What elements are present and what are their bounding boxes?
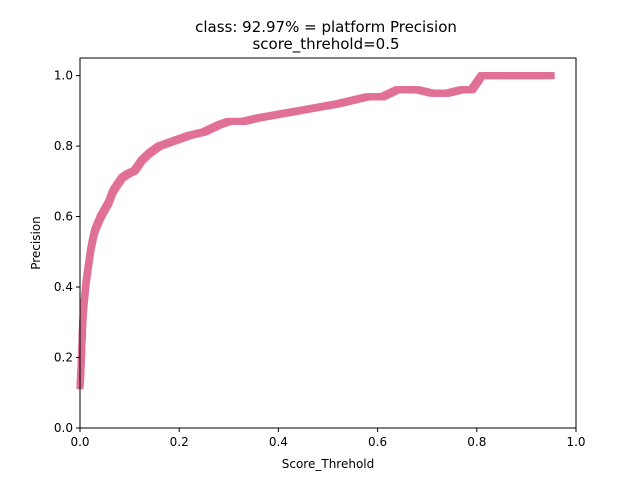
x-tick-label: 0.8 — [467, 435, 486, 449]
data-points — [76, 72, 555, 390]
y-tick-label: 1.0 — [54, 69, 73, 83]
y-tick-label: 0.2 — [54, 351, 73, 365]
plot-frame — [79, 57, 577, 429]
x-axis-ticks: 0.0 0.2 0.4 0.6 0.8 1.0 — [70, 428, 586, 449]
chart-title: class: 92.97% = platform Precision — [195, 18, 457, 36]
x-tick-label: 0.4 — [269, 435, 288, 449]
y-tick-label: 0.8 — [54, 139, 73, 153]
x-axis-label: Score_Threhold — [282, 457, 375, 471]
data-point — [547, 72, 555, 80]
x-tick-label: 0.6 — [368, 435, 387, 449]
y-tick-label: 0.6 — [54, 210, 73, 224]
y-axis-ticks: 0.0 0.2 0.4 0.6 0.8 1.0 — [54, 69, 80, 435]
chart-subtitle: score_threhold=0.5 — [252, 35, 399, 54]
y-tick-label: 0.4 — [54, 280, 73, 294]
x-tick-label: 0.0 — [70, 435, 89, 449]
y-axis-label: Precision — [29, 216, 43, 270]
x-tick-label: 1.0 — [566, 435, 585, 449]
y-tick-label: 0.0 — [54, 421, 73, 435]
x-tick-label: 0.2 — [170, 435, 189, 449]
